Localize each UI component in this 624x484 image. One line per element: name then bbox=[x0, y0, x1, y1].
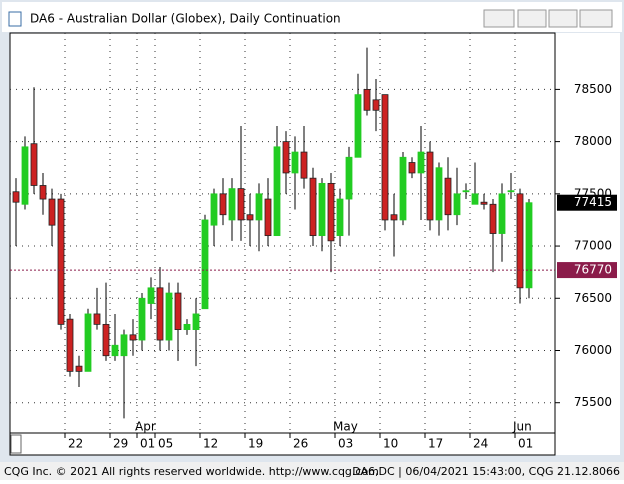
candle-body bbox=[354, 94, 362, 158]
y-tick-label: 75500 bbox=[574, 395, 612, 409]
month-label: May bbox=[333, 420, 358, 434]
candle-body bbox=[93, 313, 101, 325]
close-button[interactable] bbox=[579, 9, 613, 28]
x-tick-label: 24 bbox=[473, 437, 488, 451]
candle-body bbox=[156, 287, 164, 341]
status-bar bbox=[0, 462, 624, 480]
date-axis bbox=[9, 432, 556, 456]
candle-body bbox=[246, 214, 254, 221]
candle-body bbox=[435, 167, 443, 221]
maximize-button[interactable] bbox=[548, 9, 578, 28]
candle-body bbox=[210, 193, 218, 226]
candle-body bbox=[300, 151, 308, 179]
x-tick-label: 29 bbox=[113, 437, 128, 451]
candle-body bbox=[390, 214, 398, 221]
candle-body bbox=[273, 146, 281, 237]
last-price-bg bbox=[557, 194, 617, 211]
reference-label-bg bbox=[557, 262, 617, 279]
y-tick-label: 76000 bbox=[574, 343, 612, 357]
y-tick-label: 77000 bbox=[574, 239, 612, 253]
window-icon bbox=[8, 11, 22, 27]
candle-body bbox=[255, 193, 263, 221]
x-tick-label: 22 bbox=[68, 437, 83, 451]
y-tick-label: 76500 bbox=[574, 291, 612, 305]
candle-body bbox=[453, 193, 461, 216]
candle-body bbox=[471, 193, 479, 205]
x-tick-label: 10 bbox=[383, 437, 398, 451]
candle-body bbox=[57, 198, 65, 325]
candle-body bbox=[75, 365, 83, 372]
candle-body bbox=[507, 190, 515, 193]
candle-body bbox=[264, 198, 272, 237]
candle-body bbox=[363, 88, 371, 111]
candle-body bbox=[192, 313, 200, 331]
link-button[interactable] bbox=[483, 9, 515, 28]
candle-body bbox=[291, 151, 299, 174]
candle-body bbox=[345, 156, 353, 200]
x-tick-label: 12 bbox=[203, 437, 218, 451]
candle-body bbox=[111, 344, 119, 357]
minimize-button[interactable] bbox=[517, 9, 547, 28]
candle-body bbox=[129, 334, 137, 341]
candle-body bbox=[201, 219, 209, 310]
candle-body bbox=[426, 151, 434, 221]
x-tick-label: 05 bbox=[158, 437, 173, 451]
candle-body bbox=[417, 151, 425, 174]
candle-body bbox=[327, 182, 335, 242]
candle-body bbox=[480, 201, 488, 205]
candle-body bbox=[138, 297, 146, 341]
candle-body bbox=[39, 185, 47, 200]
candle-body bbox=[525, 202, 533, 289]
candle-body bbox=[66, 318, 74, 372]
x-tick-label: 01 bbox=[518, 437, 533, 451]
candle-body bbox=[399, 156, 407, 221]
month-label: Apr bbox=[135, 420, 156, 434]
candle-body bbox=[282, 141, 290, 174]
candle-body bbox=[219, 193, 227, 216]
candle-body bbox=[165, 292, 173, 341]
candle-body bbox=[183, 323, 191, 331]
candle-body bbox=[147, 287, 155, 304]
candle-body bbox=[462, 190, 470, 193]
footer-left: CQG Inc. © 2021 All rights reserved worl… bbox=[4, 465, 379, 478]
month-label: Jun bbox=[512, 420, 532, 434]
candle-body bbox=[237, 188, 245, 221]
candle-body bbox=[48, 198, 56, 226]
x-tick-label: 26 bbox=[293, 437, 308, 451]
candle-body bbox=[21, 146, 29, 205]
candle-body bbox=[12, 191, 20, 203]
candle-body bbox=[309, 177, 317, 237]
candle-body bbox=[381, 94, 389, 221]
candle-body bbox=[174, 292, 182, 331]
footer-right: DA6,DC | 06/04/2021 15:43:00, CQG 21.12.… bbox=[352, 465, 620, 478]
candle-body bbox=[318, 182, 326, 237]
x-tick-label: 01 bbox=[140, 437, 155, 451]
scroll-box[interactable] bbox=[10, 434, 22, 454]
last-price-label: 77415 bbox=[574, 195, 612, 209]
candle-body bbox=[372, 99, 380, 111]
candle-body bbox=[336, 198, 344, 237]
candle-body bbox=[444, 177, 452, 216]
y-tick-label: 78500 bbox=[574, 82, 612, 96]
candle-body bbox=[84, 313, 92, 372]
x-tick-label: 17 bbox=[428, 437, 443, 451]
candle-body bbox=[408, 162, 416, 174]
candle-body bbox=[30, 143, 38, 186]
reference-label: 76770 bbox=[574, 263, 612, 277]
x-tick-label: 03 bbox=[338, 437, 353, 451]
window-title: DA6 - Australian Dollar (Globex), Daily … bbox=[30, 12, 341, 26]
candle-body bbox=[498, 193, 506, 234]
y-tick-label: 78000 bbox=[574, 134, 612, 148]
candle-body bbox=[120, 334, 128, 357]
candle-body bbox=[489, 203, 497, 234]
candle-body bbox=[102, 323, 110, 357]
x-tick-label: 19 bbox=[248, 437, 263, 451]
candle-body bbox=[516, 193, 524, 289]
candle-body bbox=[228, 188, 236, 221]
